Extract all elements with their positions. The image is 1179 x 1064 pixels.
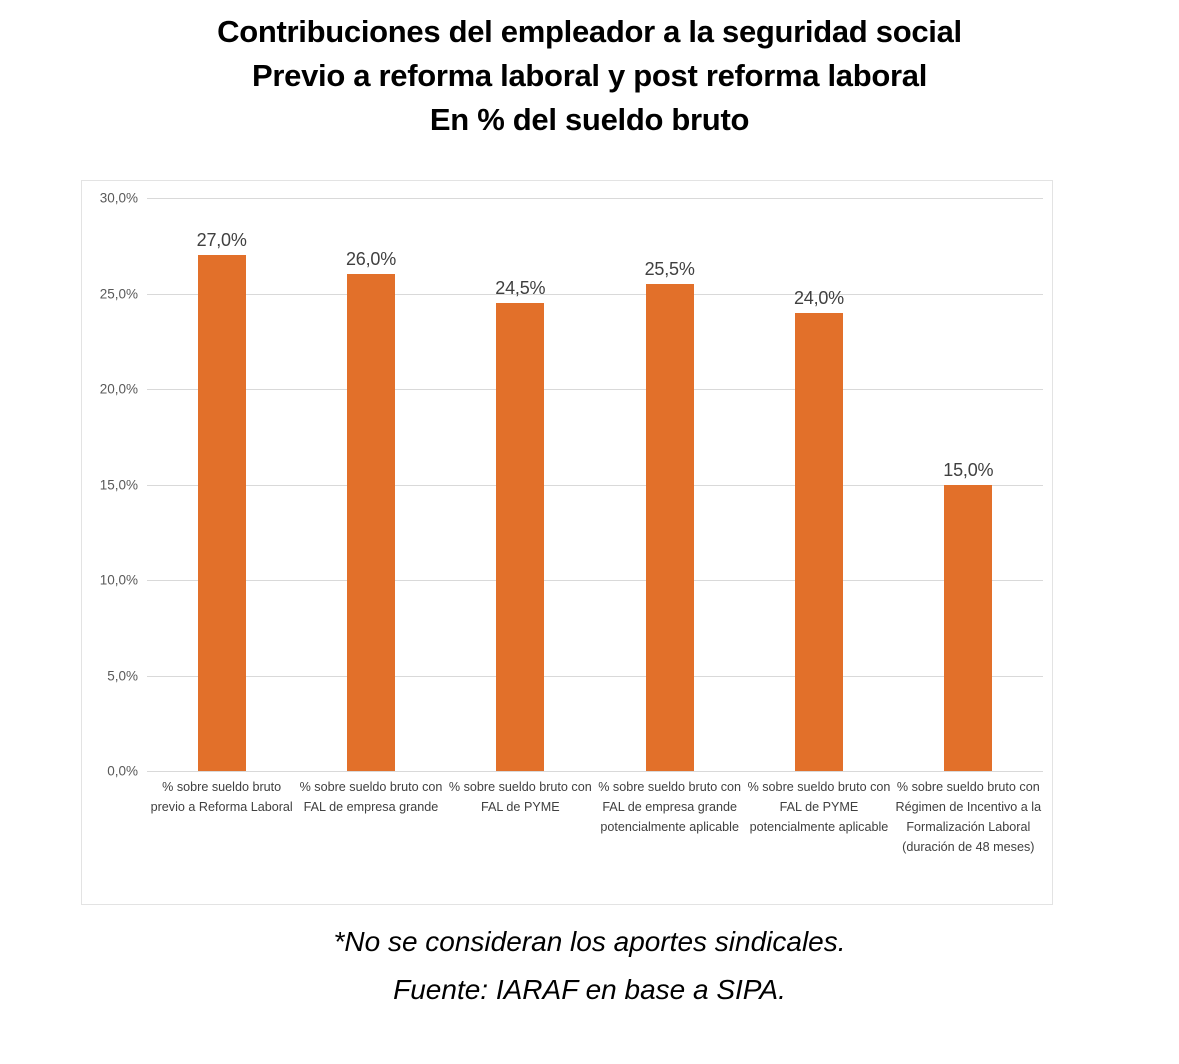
gridline: 5,0% — [107, 668, 1043, 683]
bar-slot: 27,0% — [147, 198, 296, 771]
footnotes-block: *No se consideran los aportes sindicales… — [0, 918, 1179, 1014]
bar-value-label: 24,5% — [495, 278, 546, 299]
bar[interactable] — [197, 255, 246, 771]
gridline: 0,0% — [107, 764, 1043, 779]
plot-area: 0,0% 5,0% 10,0% 15,0% 20,0% 25,0% 30,0% 27,0% 2… — [100, 191, 1043, 779]
category-label: % sobre sueldo bruto con FAL de empresa … — [598, 780, 742, 834]
bar[interactable] — [346, 274, 395, 771]
bar-slot: 25,5% — [595, 198, 744, 771]
gridline: 10,0% — [100, 573, 1043, 588]
footnote-note: *No se consideran los aportes sindicales… — [333, 926, 846, 957]
category-label: % sobre sueldo bruto con FAL de empresa … — [299, 780, 443, 814]
gridline: 15,0% — [100, 477, 1043, 492]
bar-value-label: 26,0% — [345, 249, 397, 270]
chart-frame: 0,0% 5,0% 10,0% 15,0% 20,0% 25,0% 30,0% 27,0% 2… — [81, 180, 1053, 905]
title-line-3: En % del sueldo bruto — [429, 102, 750, 138]
title-line-1: Contribuciones del empleador a la seguri… — [217, 14, 962, 49]
gridline: 25,0% — [100, 286, 1043, 301]
category-label: % sobre sueldo bruto con FAL de PYME — [448, 780, 592, 814]
bar-value-label: 27,0% — [196, 230, 247, 251]
y-axis-tick-label: 30,0% — [99, 190, 138, 206]
bar-slot: 15,0% — [894, 198, 1043, 771]
bar-value-label: 25,5% — [644, 258, 695, 279]
category-label: % sobre sueldo bruto con Régimen de Ince… — [895, 780, 1042, 854]
bar-slot: 24,5% — [446, 198, 595, 771]
y-axis-tick-label: 20,0% — [99, 381, 138, 397]
category-label: % sobre sueldo bruto con FAL de PYME pot… — [747, 780, 891, 834]
y-axis-tick-label: 25,0% — [99, 286, 138, 301]
y-axis-tick-label: 5,0% — [107, 668, 138, 683]
bars-group: 27,0% 26,0% 24,5% 25,5% 24,0% 15,0% — [147, 198, 1043, 771]
footnote-source: Fuente: IARAF en base a SIPA. — [393, 974, 786, 1006]
gridline: 30,0% — [100, 191, 1043, 206]
gridline: 20,0% — [100, 382, 1043, 397]
bar-slot: 24,0% — [744, 198, 893, 771]
chart-title-block: Contribuciones del empleador a la seguri… — [0, 0, 1179, 142]
category-label: % sobre sueldo bruto previo a Reforma La… — [150, 780, 293, 814]
y-axis-tick-label: 10,0% — [99, 572, 138, 588]
bar-value-label: 15,0% — [943, 459, 994, 480]
bar[interactable] — [944, 484, 993, 771]
bar[interactable] — [496, 303, 545, 771]
category-axis-labels: % sobre sueldo bruto previo a Reforma La… — [147, 778, 1043, 858]
bar-value-label: 24,0% — [793, 287, 844, 308]
bar[interactable] — [645, 283, 694, 771]
y-axis-tick-label: 15,0% — [99, 477, 138, 492]
y-axis-tick-label: 0,0% — [107, 763, 138, 779]
bar[interactable] — [794, 312, 843, 771]
title-line-2: Previo a reforma laboral y post reforma … — [251, 58, 928, 94]
bar-slot: 26,0% — [296, 198, 445, 771]
